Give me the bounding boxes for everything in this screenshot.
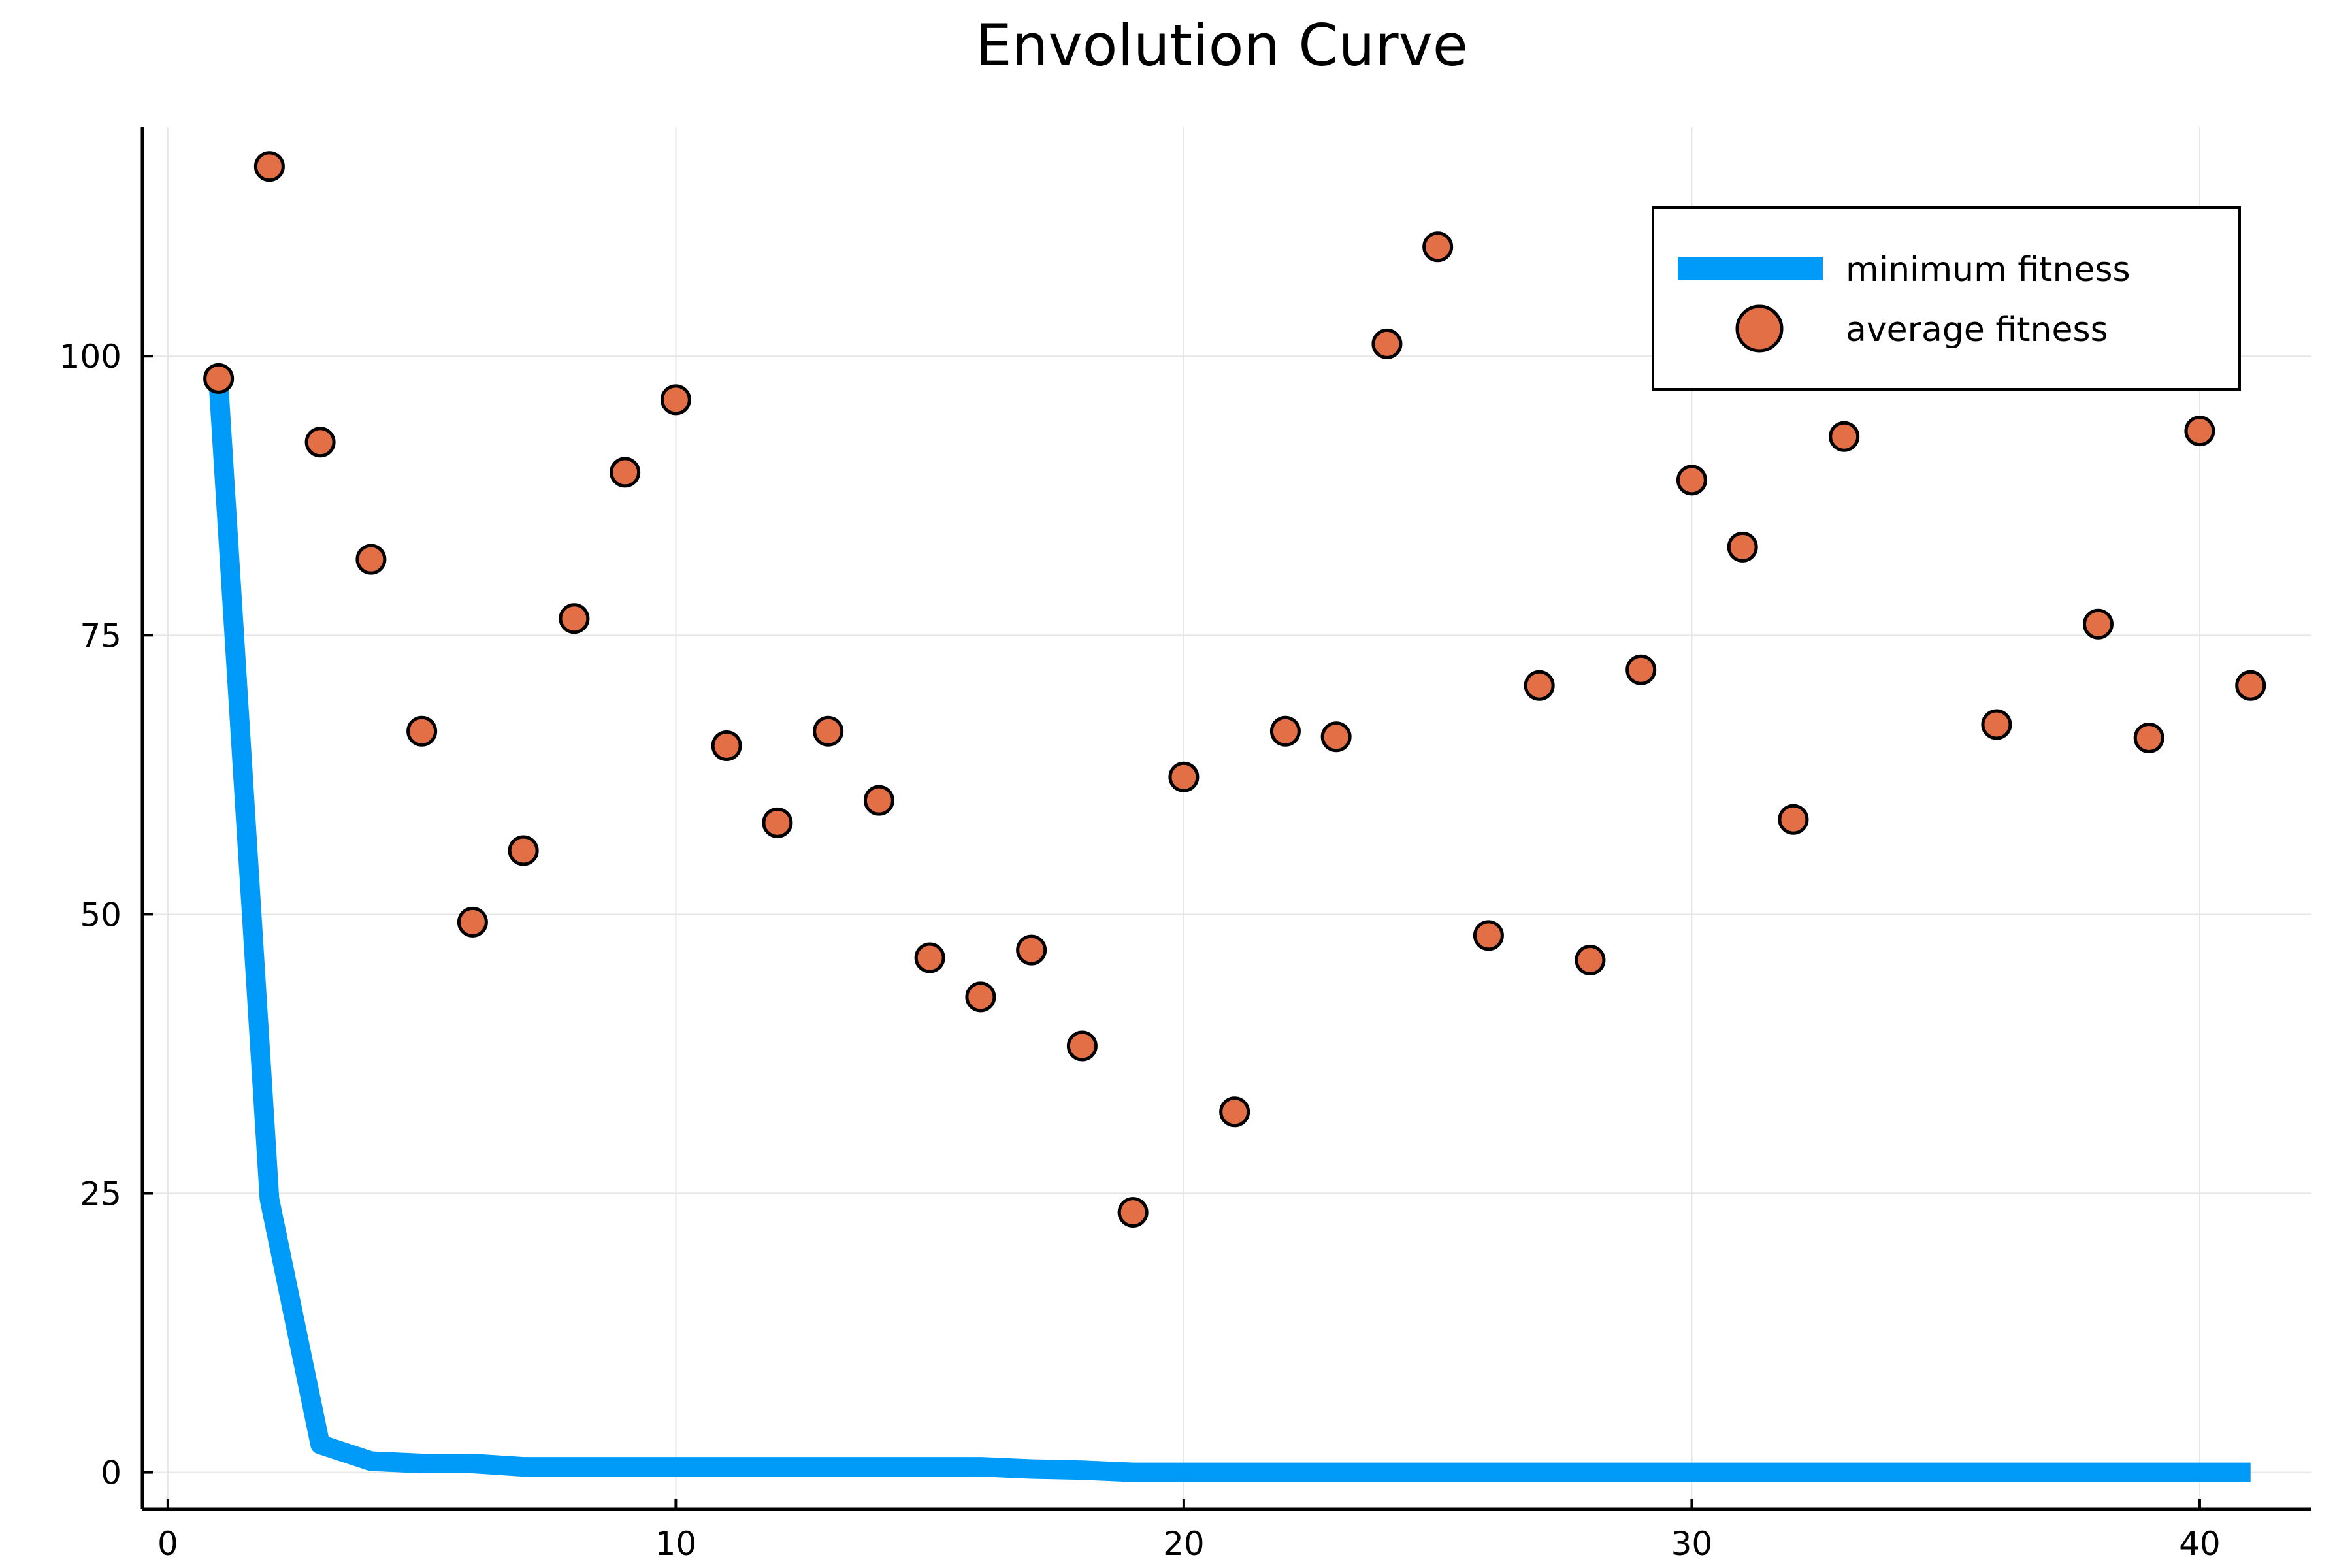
point-average-fitness <box>762 807 793 838</box>
point-average-fitness <box>1117 1197 1149 1228</box>
y-tick-label: 100 <box>59 338 122 376</box>
axes: 0 10 20 30 40 0 25 50 75 100 <box>59 127 2311 1563</box>
point-average-fitness <box>1524 670 1555 701</box>
point-average-fitness <box>508 835 539 866</box>
point-average-fitness <box>304 427 336 458</box>
point-average-fitness <box>965 981 996 1013</box>
point-average-fitness <box>660 384 691 416</box>
plot-area <box>203 151 2266 1482</box>
point-average-fitness <box>610 457 641 488</box>
series-line-minimum-fitness <box>208 383 2251 1482</box>
point-average-fitness <box>2184 416 2215 447</box>
x-tick-label: 10 <box>655 1525 697 1563</box>
x-tick-label: 30 <box>1671 1525 1713 1563</box>
point-average-fitness <box>1219 1096 1250 1128</box>
y-tick-label: 0 <box>101 1454 122 1492</box>
point-average-fitness <box>2133 722 2164 753</box>
point-average-fitness <box>711 730 742 761</box>
point-average-fitness <box>1829 421 1860 452</box>
point-average-fitness <box>559 603 590 634</box>
point-average-fitness <box>1575 944 1606 975</box>
point-average-fitness <box>1016 934 1047 966</box>
point-average-fitness <box>863 785 894 816</box>
point-average-fitness <box>1066 1030 1098 1062</box>
point-average-fitness <box>2235 670 2266 701</box>
point-average-fitness <box>1981 709 2012 740</box>
point-average-fitness <box>914 942 945 973</box>
point-average-fitness <box>1778 804 1809 835</box>
legend-box <box>1652 206 2241 391</box>
legend: minimum fitness average fitness <box>1652 206 2241 391</box>
point-average-fitness <box>1727 531 1758 563</box>
legend-marker-average <box>1735 304 1784 353</box>
point-average-fitness <box>355 544 387 575</box>
legend-label-average: average fitness <box>1846 310 2108 350</box>
legend-label-minimum: minimum fitness <box>1846 250 2131 289</box>
point-average-fitness <box>813 715 844 747</box>
chart-title: Envolution Curve <box>975 12 1468 79</box>
y-tick-label: 50 <box>80 896 122 934</box>
x-tick-label: 40 <box>2179 1525 2221 1563</box>
y-tick-label: 25 <box>80 1175 122 1213</box>
point-average-fitness <box>1269 715 1301 747</box>
point-average-fitness <box>1676 465 1707 496</box>
y-tick-label: 75 <box>80 617 122 655</box>
point-average-fitness <box>1422 231 1454 263</box>
point-average-fitness <box>253 151 285 182</box>
point-average-fitness <box>457 906 488 938</box>
x-tick-label: 20 <box>1163 1525 1205 1563</box>
point-average-fitness <box>203 363 235 394</box>
point-average-fitness <box>1168 761 1200 792</box>
point-average-fitness <box>1473 920 1504 951</box>
point-average-fitness <box>1625 654 1657 685</box>
point-average-fitness <box>1320 721 1352 753</box>
point-average-fitness <box>2082 608 2114 640</box>
point-average-fitness <box>406 715 438 747</box>
x-tick-label: 0 <box>157 1525 178 1563</box>
point-average-fitness <box>1371 328 1403 359</box>
